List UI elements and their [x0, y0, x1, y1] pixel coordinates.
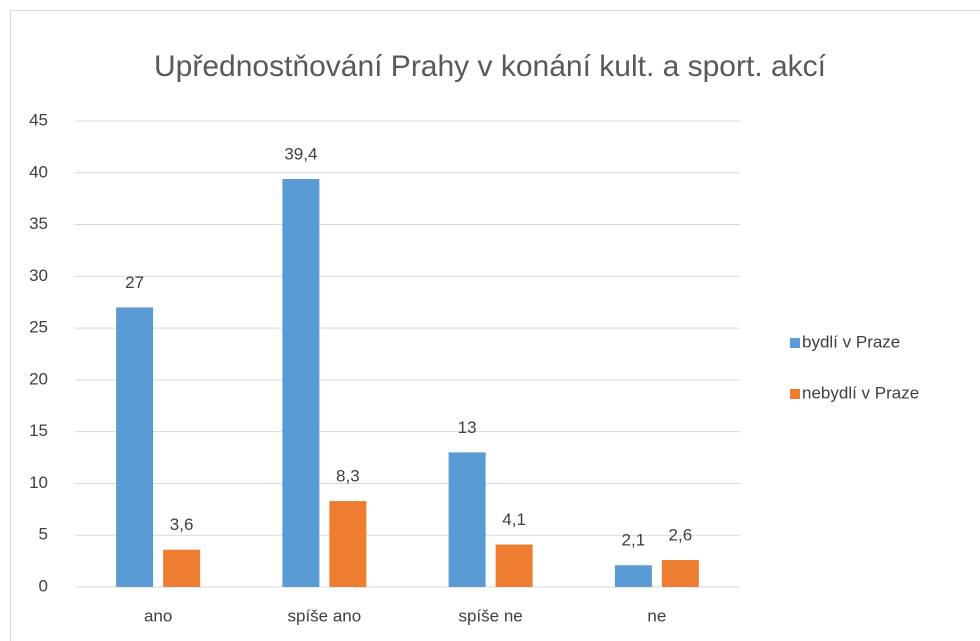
y-tick-label: 0: [39, 576, 48, 595]
data-label: 2,1: [622, 531, 646, 550]
y-tick-label: 15: [29, 421, 48, 440]
y-tick-label: 20: [29, 369, 48, 388]
bar: [661, 560, 699, 587]
bar: [116, 307, 154, 587]
data-label: 4,1: [502, 510, 526, 529]
bar: [282, 178, 320, 588]
legend-label: nebydlí v Praze: [802, 383, 919, 402]
y-tick-label: 40: [29, 162, 48, 181]
legend-label: bydlí v Praze: [802, 332, 900, 351]
legend-swatch: [790, 338, 800, 348]
bar: [495, 544, 533, 587]
data-label: 2,6: [669, 526, 693, 545]
data-label: 13: [458, 418, 477, 437]
y-tick-label: 10: [29, 473, 48, 492]
y-tick-label: 30: [29, 266, 48, 285]
chart-border: [10, 10, 980, 641]
x-tick-label: ne: [647, 606, 666, 625]
y-tick-label: 45: [29, 110, 48, 129]
bar: [614, 565, 652, 587]
x-tick-label: spíše ne: [458, 606, 522, 625]
data-label: 39,4: [284, 144, 317, 163]
x-tick-label: ano: [144, 606, 172, 625]
data-label: 3,6: [170, 515, 194, 534]
bar: [448, 452, 486, 587]
y-tick-label: 35: [29, 214, 48, 233]
y-tick-label: 5: [39, 525, 48, 544]
legend-swatch: [790, 389, 800, 399]
data-label: 8,3: [336, 467, 360, 486]
chart-title: Upřednostňování Prahy v konání kult. a s…: [154, 50, 827, 83]
bar: [163, 549, 201, 587]
data-label: 27: [125, 273, 144, 292]
x-tick-label: spíše ano: [288, 606, 362, 625]
y-tick-label: 25: [29, 318, 48, 337]
bar: [329, 501, 367, 587]
